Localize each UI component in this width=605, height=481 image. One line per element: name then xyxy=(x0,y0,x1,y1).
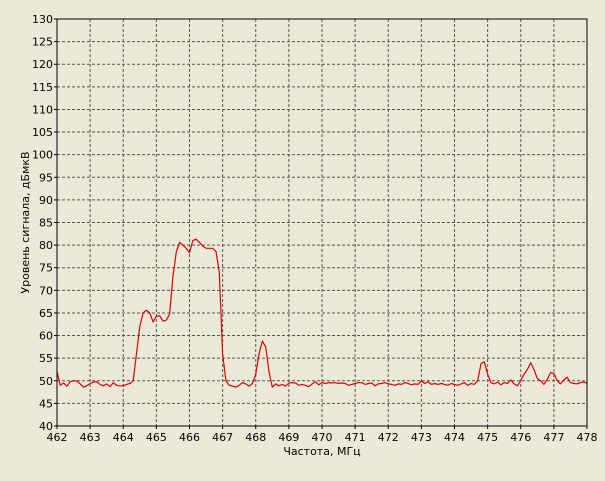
series-line xyxy=(56,238,588,388)
y-tick-label: 65 xyxy=(39,307,53,320)
y-tick-label: 70 xyxy=(39,284,53,297)
y-tick-label: 120 xyxy=(32,58,53,71)
x-tick-label: 476 xyxy=(510,431,531,444)
x-tick-label: 477 xyxy=(543,431,564,444)
y-tick-label: 105 xyxy=(32,126,53,139)
x-tick-label: 468 xyxy=(245,431,266,444)
y-tick-label: 50 xyxy=(39,375,53,388)
y-axis-label: Уровень сигнала, дБмкВ xyxy=(19,151,32,293)
y-tick-label: 40 xyxy=(39,420,53,433)
y-tick-label: 95 xyxy=(39,171,53,184)
x-tick-label: 464 xyxy=(113,431,134,444)
y-tick-label: 45 xyxy=(39,397,53,410)
x-axis-label: Частота, МГц xyxy=(283,445,360,458)
y-tick-label: 100 xyxy=(32,149,53,162)
x-tick-label: 471 xyxy=(345,431,366,444)
y-tick-labels: 40 45 50 55 60 65 70 75 80 85 90 95 100 105 110 115 120 1… xyxy=(32,13,57,433)
x-tick-label: 478 xyxy=(577,431,598,444)
x-tick-label: 469 xyxy=(278,431,299,444)
y-tick-label: 130 xyxy=(32,13,53,26)
y-tick-label: 110 xyxy=(32,103,53,116)
x-tick-label: 466 xyxy=(179,431,200,444)
x-tick-label: 465 xyxy=(146,431,167,444)
y-tick-label: 125 xyxy=(32,36,53,49)
x-tick-label: 463 xyxy=(80,431,101,444)
y-tick-label: 85 xyxy=(39,217,53,230)
y-tick-label: 80 xyxy=(39,239,53,252)
grid-layer xyxy=(57,19,587,426)
y-tick-label: 55 xyxy=(39,352,53,365)
x-tick-label: 474 xyxy=(444,431,465,444)
x-tick-label: 470 xyxy=(312,431,333,444)
y-tick-label: 115 xyxy=(32,81,53,94)
x-tick-label: 475 xyxy=(477,431,498,444)
y-tick-label: 90 xyxy=(39,194,53,207)
x-tick-labels: 462 463 464 465 466 467 468 469 470 471 472 473 474 4… xyxy=(47,426,598,444)
y-tick-label: 75 xyxy=(39,262,53,275)
y-tick-label: 60 xyxy=(39,330,53,343)
x-tick-label: 472 xyxy=(378,431,399,444)
x-tick-label: 462 xyxy=(47,431,68,444)
x-tick-label: 467 xyxy=(212,431,233,444)
series-layer xyxy=(56,238,588,388)
x-tick-label: 473 xyxy=(411,431,432,444)
